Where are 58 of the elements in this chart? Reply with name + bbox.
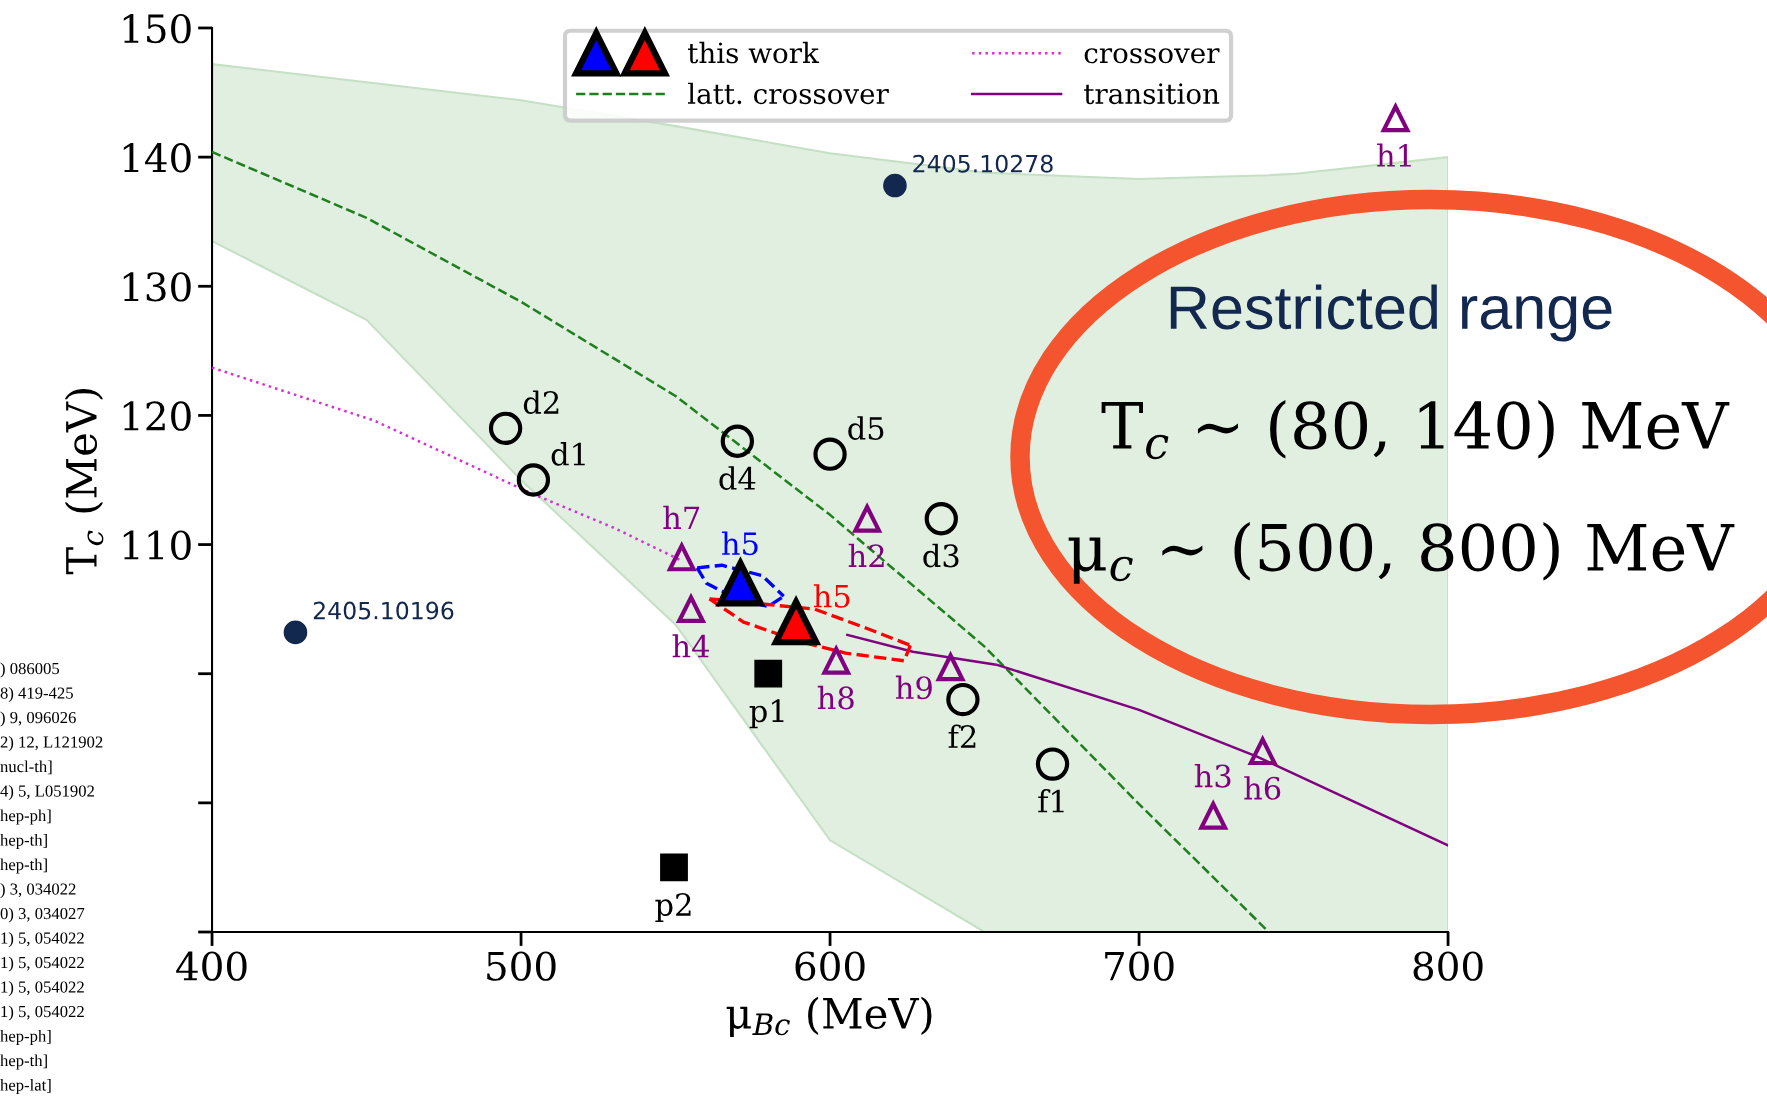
y-tick-label: 120 bbox=[123, 401, 191, 431]
annotation: h5 bbox=[813, 584, 850, 608]
y-tick-label: 140 bbox=[123, 143, 191, 173]
annotation: μ$_{c}$ ∼ (500, 800) MeV bbox=[1068, 522, 1735, 584]
annotation: h8 bbox=[817, 685, 854, 710]
annotation: d5 bbox=[848, 416, 884, 440]
text: ) 086005 bbox=[0, 662, 60, 678]
annotation: h9 bbox=[895, 675, 932, 700]
annotation: h6 bbox=[1244, 776, 1281, 800]
annotation: 2405.10196 bbox=[313, 601, 454, 620]
annotation: d3 bbox=[923, 543, 959, 568]
legend-label: transition bbox=[1084, 83, 1220, 105]
y-tick-label: 130 bbox=[123, 272, 191, 302]
annotation: f1 bbox=[1038, 789, 1064, 813]
annotation: h5 bbox=[721, 531, 758, 556]
text: hep-ph] bbox=[0, 1029, 51, 1046]
annotation: h1 bbox=[1377, 143, 1411, 167]
text: 4) 5, L051902 bbox=[0, 784, 94, 801]
annotation: 2405.10278 bbox=[913, 154, 1053, 173]
x-tick-label: 500 bbox=[487, 951, 556, 981]
x-tick-label: 800 bbox=[1413, 951, 1483, 981]
annotation: T$_{c}$ ∼ (80, 140) MeV bbox=[1101, 400, 1730, 460]
y-axis-title: T$_{c}$ (MeV) bbox=[64, 389, 104, 575]
text: ) 3, 034022 bbox=[0, 882, 76, 899]
text: 1) 5, 054022 bbox=[1, 931, 84, 948]
annotation: p1 bbox=[749, 699, 784, 729]
legend-label: latt. crossover bbox=[688, 82, 889, 105]
x-tick-label: 700 bbox=[1105, 951, 1174, 981]
text: 1) 5, 054022 bbox=[1, 980, 84, 997]
text: hep-th] bbox=[0, 833, 47, 850]
y-tick-label: 150 bbox=[123, 13, 191, 44]
text: 1) 5, 054022 bbox=[1, 1005, 84, 1021]
legend-label: crossover bbox=[1084, 48, 1220, 64]
annotation: p2 bbox=[655, 892, 691, 923]
text: hep-th] bbox=[0, 1054, 47, 1070]
text: hep-th] bbox=[0, 858, 47, 874]
annotation: h3 bbox=[1194, 763, 1231, 788]
annotation: d4 bbox=[719, 466, 756, 490]
text: hep-lat] bbox=[0, 1078, 51, 1095]
annotation: h4 bbox=[672, 634, 710, 658]
text: 0) 3, 034027 bbox=[0, 907, 85, 923]
text: 2) 12, L121902 bbox=[0, 735, 103, 752]
annotation: f2 bbox=[948, 724, 976, 748]
x-tick-label: 600 bbox=[795, 951, 865, 981]
text: 8) 419-425 bbox=[0, 686, 73, 703]
x-tick-label: 400 bbox=[176, 951, 247, 981]
text: nucl-th] bbox=[0, 760, 52, 775]
x-axis-title: μ$_{Bc}$ (MeV) bbox=[726, 996, 932, 1038]
annotation: d2 bbox=[523, 390, 559, 415]
legend-label: this work bbox=[688, 41, 820, 64]
annotation: h2 bbox=[848, 543, 884, 567]
annotation: d1 bbox=[551, 442, 585, 466]
text: ) 9, 096026 bbox=[0, 711, 76, 727]
annotation: Restricted range bbox=[1170, 284, 1612, 342]
y-tick-label: 110 bbox=[123, 530, 191, 560]
annotation: h7 bbox=[663, 505, 700, 529]
text: hep-ph] bbox=[0, 809, 51, 825]
text: 1) 5, 054022 bbox=[1, 956, 84, 972]
